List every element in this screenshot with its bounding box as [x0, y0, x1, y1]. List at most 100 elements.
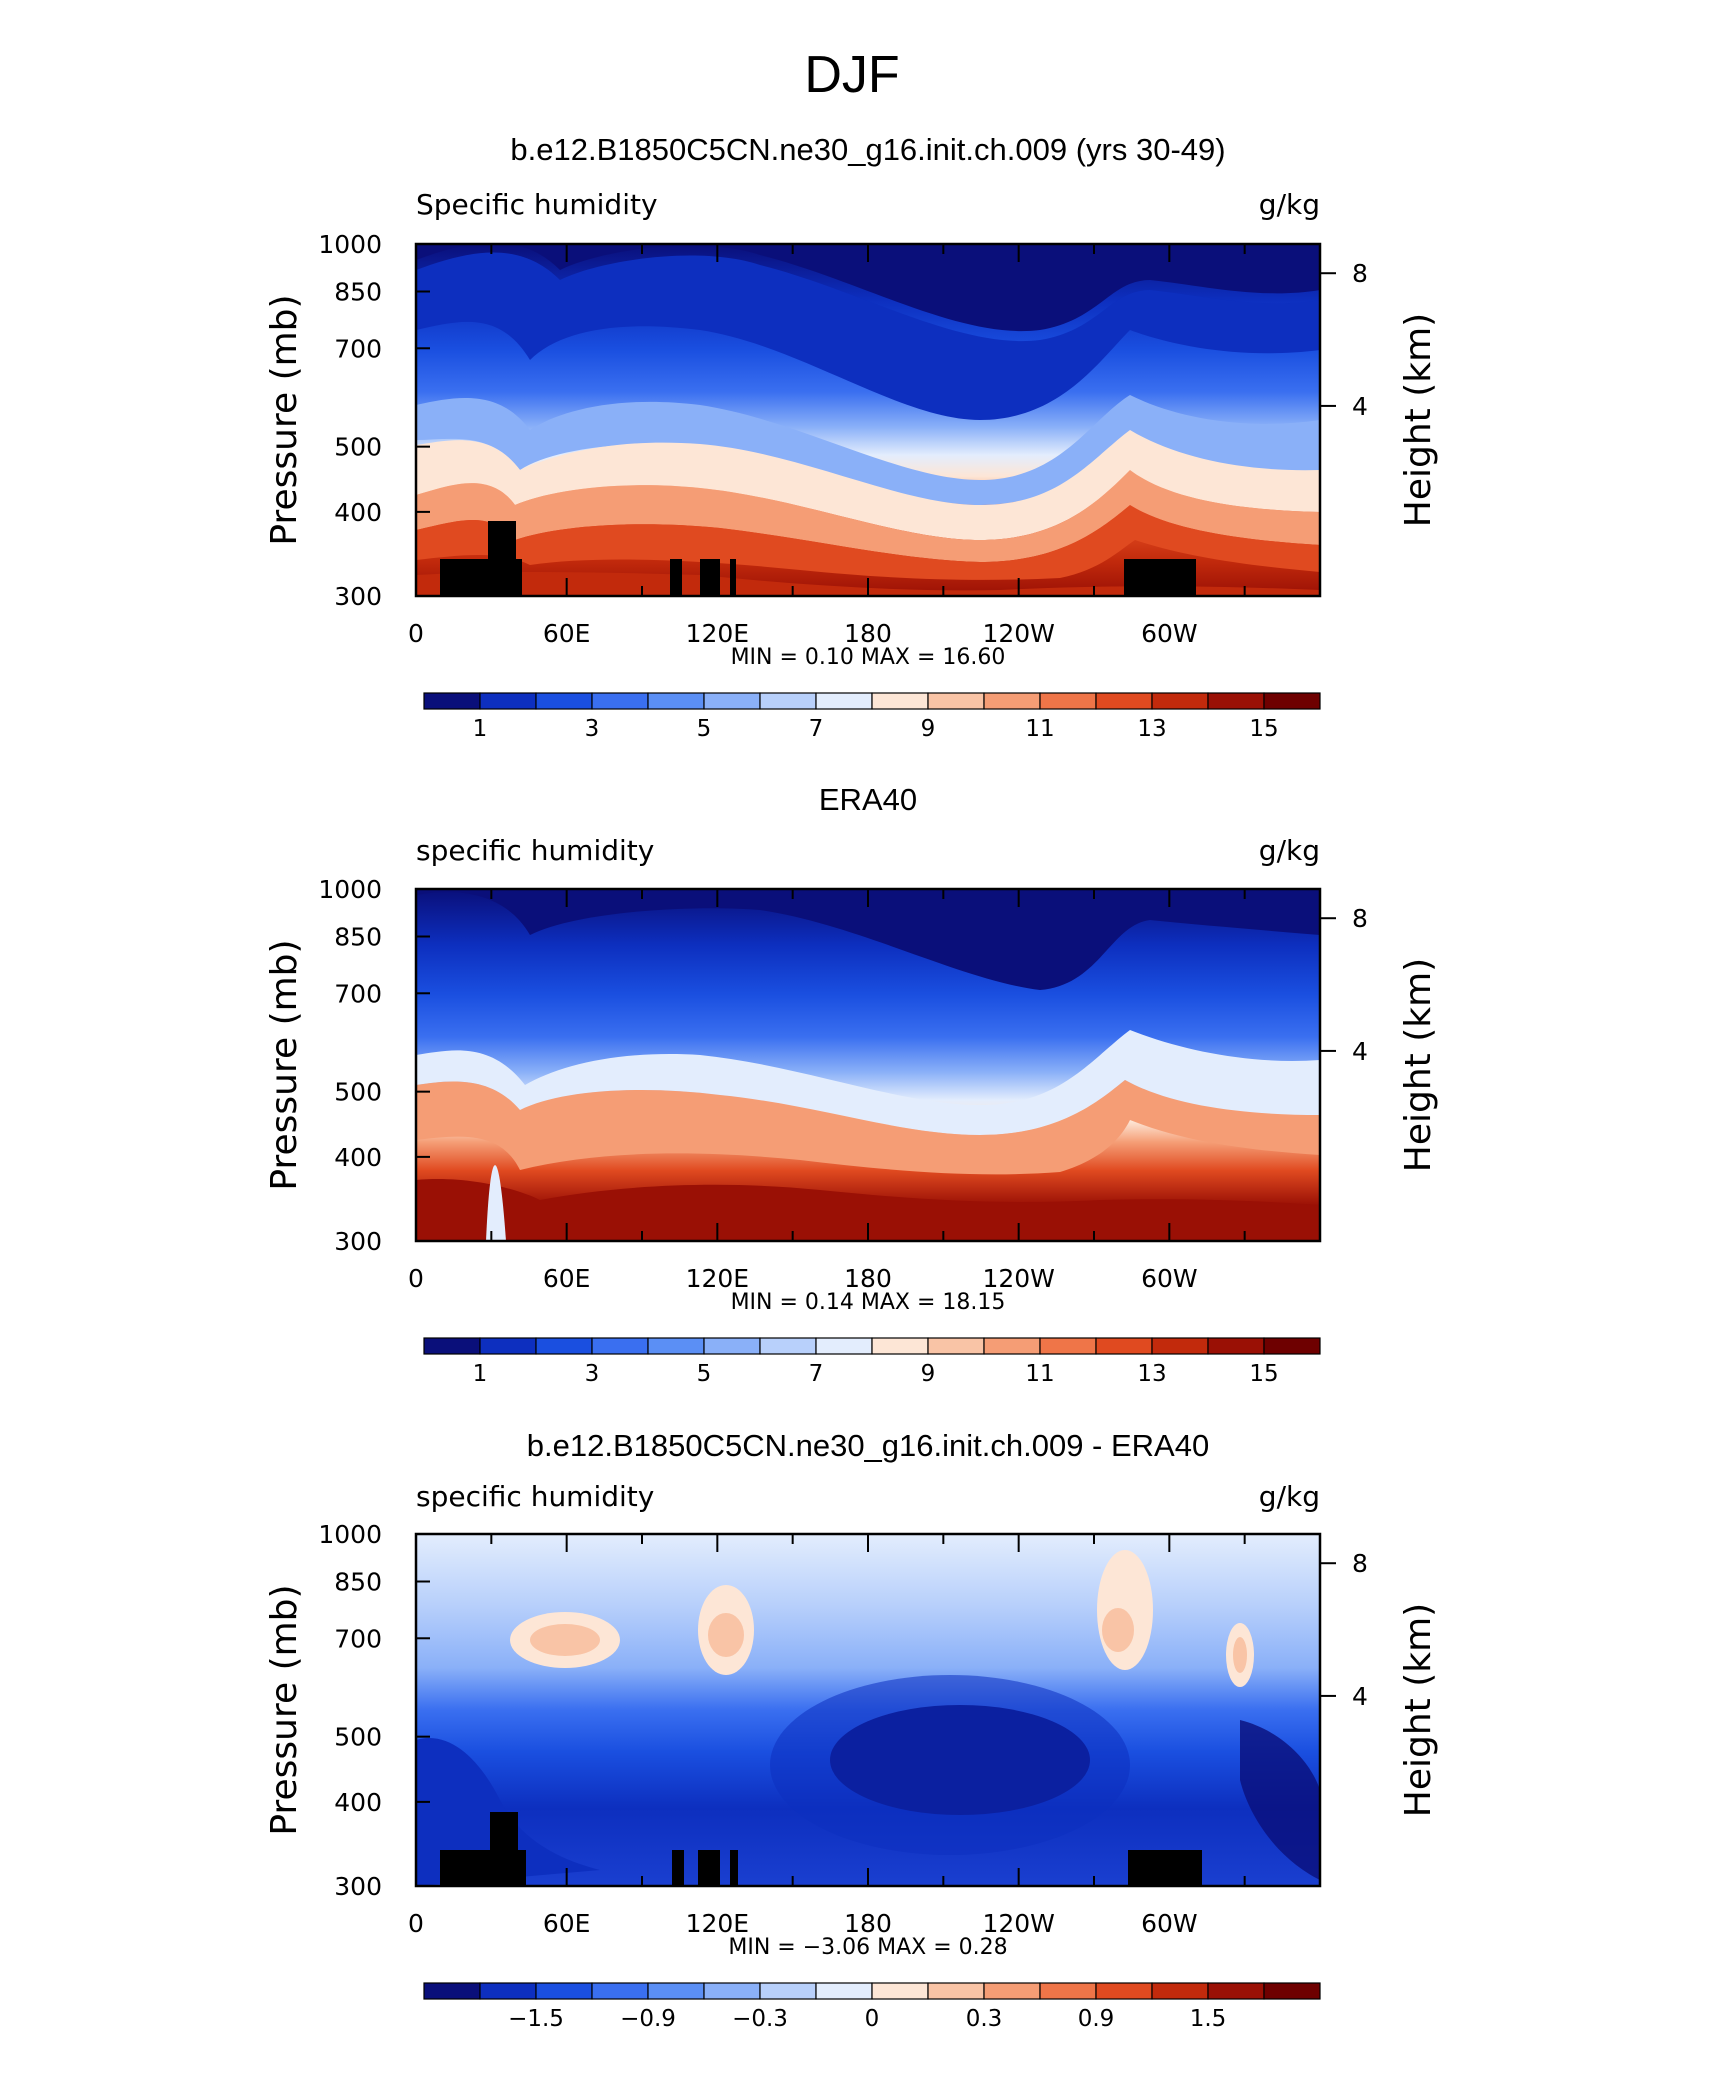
colorbar-label: 11 — [1025, 716, 1054, 742]
colorbar-label: 7 — [809, 1361, 824, 1387]
colorbar-label: 13 — [1137, 716, 1166, 742]
panel-model: b.e12.B1850C5CN.ne30_g16.init.ch.009 (yr… — [414, 132, 1322, 598]
panel-title: b.e12.B1850C5CN.ne30_g16.init.ch.009 (yr… — [510, 132, 1225, 167]
colorbar-box — [535, 692, 593, 710]
y-axis-title: Pressure (mb) — [264, 294, 305, 545]
colorbar-box — [423, 1337, 481, 1355]
y2-axis-title: Height (km) — [1398, 1603, 1439, 1817]
colorbar-label: 1 — [473, 716, 488, 742]
colorbar-label: 3 — [585, 1361, 600, 1387]
y-tick-label: 850 — [334, 923, 382, 952]
colorbar-box — [1095, 1337, 1153, 1355]
colorbar-box — [1151, 1982, 1209, 2000]
colorbar-label: 9 — [921, 716, 936, 742]
colorbar-box — [815, 1337, 873, 1355]
y2-axis-title: Height (km) — [1398, 958, 1439, 1172]
colorbar-box — [1039, 1337, 1097, 1355]
colorbar-label: 15 — [1249, 716, 1278, 742]
x-tick-label: 180 — [844, 1909, 892, 1938]
min-max-label: MIN = −3.06 MAX = 0.28 — [728, 1935, 1007, 1960]
colorbar-box — [983, 1337, 1041, 1355]
min-max-label: MIN = 0.10 MAX = 16.60 — [731, 645, 1006, 670]
x-tick-label: 120W — [982, 619, 1054, 648]
colorbar-box — [871, 1982, 929, 2000]
x-tick-label: 60W — [1141, 619, 1198, 648]
colorbar-label: 15 — [1249, 1361, 1278, 1387]
x-tick-label: 120E — [686, 619, 750, 648]
colorbar-box — [1039, 692, 1097, 710]
colorbar-label: 0 — [865, 2006, 880, 2032]
y2-tick-label: 8 — [1352, 259, 1368, 288]
colorbar-label: 5 — [697, 716, 712, 742]
contour-field — [416, 889, 1320, 1241]
panel-title: b.e12.B1850C5CN.ne30_g16.init.ch.009 - E… — [527, 1428, 1209, 1463]
colorbar-label: 1 — [473, 1361, 488, 1387]
colorbar-box — [1151, 692, 1209, 710]
y-tick-label: 500 — [334, 433, 382, 462]
x-tick-label: 60E — [543, 1264, 591, 1293]
colorbar-box — [647, 1982, 705, 2000]
y-tick-label: 300 — [334, 1227, 382, 1256]
colorbar-box — [1207, 1337, 1265, 1355]
x-tick-label: 120E — [686, 1909, 750, 1938]
x-tick-label: 0 — [408, 1909, 424, 1938]
colorbar-label: −0.9 — [620, 2006, 676, 2032]
colorbar-box — [927, 692, 985, 710]
colorbar-label: 9 — [921, 1361, 936, 1387]
colorbar-box — [591, 1337, 649, 1355]
figure-title: DJF — [804, 46, 899, 104]
colorbar-label: 0.3 — [966, 2006, 1003, 2032]
x-tick-label: 120W — [982, 1264, 1054, 1293]
terrain-mask — [440, 1812, 1202, 1886]
y-tick-label: 700 — [334, 1624, 382, 1653]
colorbar-box — [927, 1982, 985, 2000]
y-tick-label: 700 — [334, 979, 382, 1008]
units-label: g/kg — [1259, 188, 1320, 221]
colorbar-label: 5 — [697, 1361, 712, 1387]
y2-tick-label: 8 — [1352, 904, 1368, 933]
colorbar-box — [1263, 1982, 1321, 2000]
x-tick-label: 180 — [844, 1264, 892, 1293]
x-tick-label: 60E — [543, 1909, 591, 1938]
x-tick-label: 0 — [408, 1264, 424, 1293]
y-tick-label: 850 — [334, 278, 382, 307]
colorbar-label: 13 — [1137, 1361, 1166, 1387]
colorbar-box — [703, 692, 761, 710]
colorbar-box — [1207, 1982, 1265, 2000]
panel-era40: ERA40 specific humidity g/kg — [414, 782, 1322, 1243]
colorbar-box — [815, 1982, 873, 2000]
colorbar-label: 11 — [1025, 1361, 1054, 1387]
x-tick-label: 120W — [982, 1909, 1054, 1938]
colorbar-box — [647, 1337, 705, 1355]
y-tick-label: 300 — [334, 1872, 382, 1901]
colorbar-box — [1263, 692, 1321, 710]
y2-tick-label: 8 — [1352, 1549, 1368, 1578]
colorbar-box — [479, 1982, 537, 2000]
units-label: g/kg — [1259, 834, 1320, 867]
colorbar-box — [703, 1337, 761, 1355]
variable-label: specific humidity — [416, 834, 654, 867]
y2-tick-label: 4 — [1352, 1682, 1368, 1711]
x-tick-label: 60W — [1141, 1909, 1198, 1938]
y-tick-label: 400 — [334, 1788, 382, 1817]
y-tick-label: 300 — [334, 582, 382, 611]
variable-label: specific humidity — [416, 1480, 654, 1513]
colorbar-label: 1.5 — [1190, 2006, 1227, 2032]
colorbar-box — [535, 1982, 593, 2000]
x-tick-label: 0 — [408, 619, 424, 648]
colorbar-box — [871, 692, 929, 710]
y-tick-label: 400 — [334, 1143, 382, 1172]
colorbar-box — [759, 1982, 817, 2000]
y2-axis-title: Height (km) — [1398, 313, 1439, 527]
panel-title: ERA40 — [819, 782, 917, 817]
y-tick-label: 1000 — [318, 875, 382, 904]
colorbar-box — [759, 692, 817, 710]
colorbar-label: 7 — [809, 716, 824, 742]
colorbar-box — [423, 1982, 481, 2000]
x-tick-label: 120E — [686, 1264, 750, 1293]
colorbar-box — [591, 692, 649, 710]
colorbar-box — [1151, 1337, 1209, 1355]
y-axis-title: Pressure (mb) — [264, 1584, 305, 1835]
x-tick-label: 60E — [543, 619, 591, 648]
